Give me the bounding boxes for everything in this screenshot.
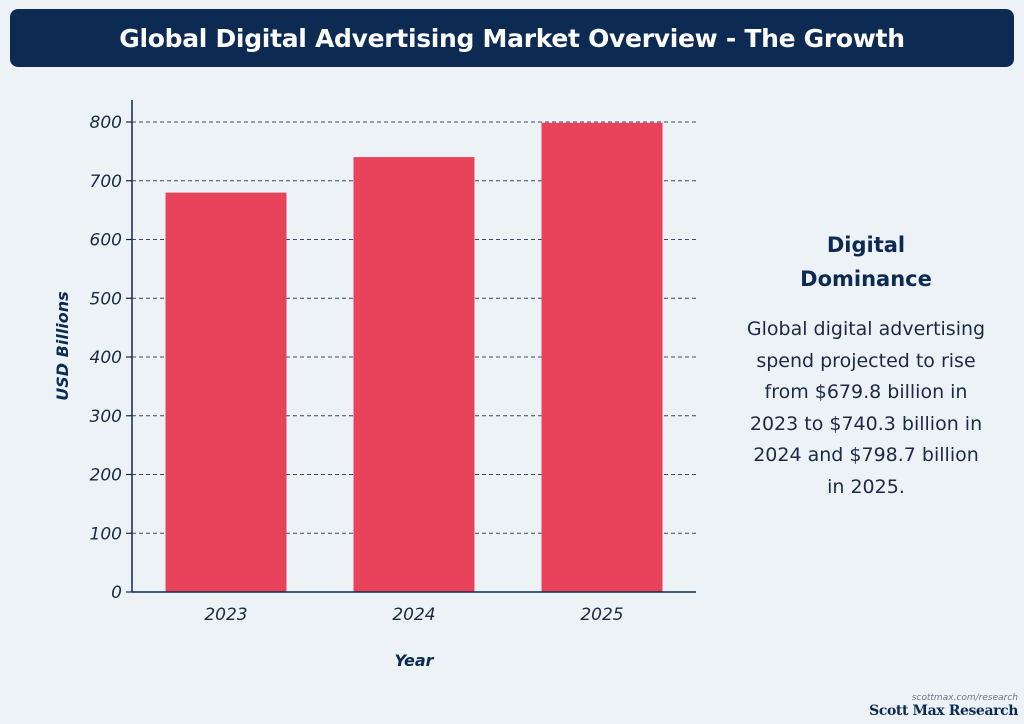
x-tick-labels: 2023 2024 2025 [204, 605, 623, 625]
x-tick-label: 2023 [204, 605, 247, 625]
x-axis-title: Year [394, 651, 434, 670]
y-tick-label: 800 [90, 113, 122, 133]
y-tick-label: 300 [90, 407, 122, 427]
y-tick-label: 500 [90, 289, 122, 309]
y-tick-label: 600 [90, 231, 122, 251]
side-panel: Digital Dominance Global digital adverti… [742, 228, 990, 503]
bar-2025 [541, 122, 663, 593]
side-panel-title: Digital Dominance [800, 233, 932, 291]
side-panel-body: Global digital advertising spend project… [746, 318, 986, 498]
y-tick-label: 700 [90, 172, 122, 192]
x-tick-label: 2024 [392, 605, 435, 625]
bars [165, 122, 663, 593]
page-title: Global Digital Advertising Market Overvi… [119, 23, 905, 53]
y-tick-label: 400 [90, 348, 122, 368]
axes [131, 100, 696, 593]
bar-2024 [353, 157, 475, 593]
y-tick-label: 100 [90, 524, 122, 544]
y-tick-label: 200 [90, 466, 122, 486]
y-axis-title: USD Billions [53, 291, 72, 400]
y-tick-label: 0 [111, 583, 122, 603]
footer-brand-logo: Scott Max Research [869, 703, 1018, 719]
x-tick-label: 2025 [580, 605, 623, 625]
bar-2023 [165, 192, 287, 592]
y-tick-labels: 0 100 200 300 400 500 600 700 800 [90, 113, 132, 603]
title-banner: Global Digital Advertising Market Overvi… [10, 9, 1014, 67]
footer-url: scottmax.com/research [911, 693, 1018, 703]
